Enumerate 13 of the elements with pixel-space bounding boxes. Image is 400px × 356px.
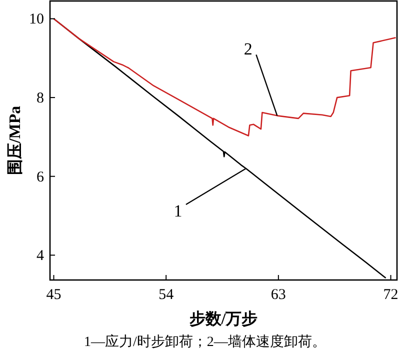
y-tick-label: 4 — [36, 248, 44, 264]
y-tick-label: 10 — [29, 12, 44, 28]
x-tick-label: 63 — [270, 287, 286, 303]
x-tick-label: 72 — [383, 287, 398, 303]
x-axis-title: 步数/万步 — [188, 310, 258, 328]
y-axis-title: 围压/MPa — [7, 106, 24, 176]
x-tick-label: 54 — [158, 287, 174, 303]
annotation: 1 — [174, 201, 182, 220]
annotation: 2 — [244, 40, 252, 59]
y-tick-label: 6 — [36, 169, 44, 186]
x-tick-label: 45 — [46, 287, 62, 303]
text: 1—应力/时步卸荷；2—墙体速度卸荷。 — [84, 334, 326, 350]
y-tick-label: 8 — [36, 90, 44, 107]
